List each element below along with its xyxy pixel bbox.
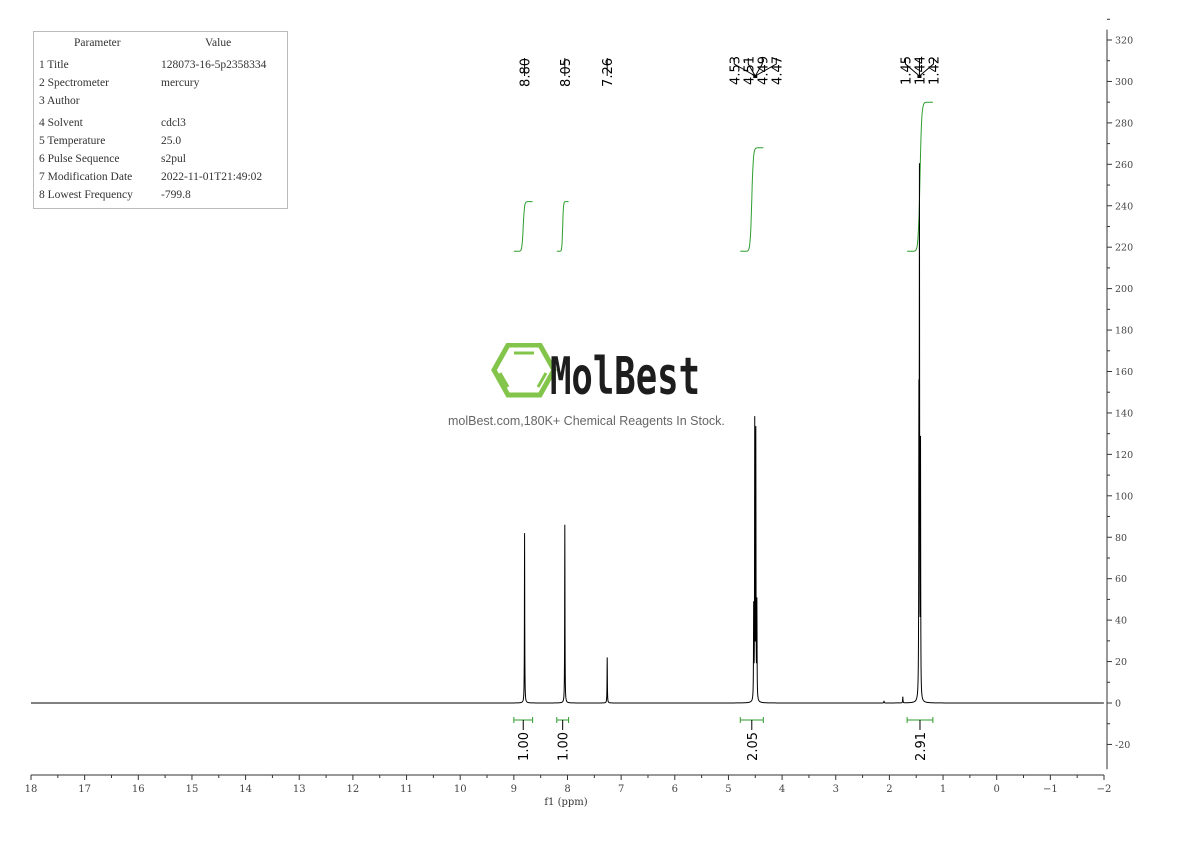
x-tick-label: 12 <box>347 784 360 795</box>
integral-curve <box>556 201 569 252</box>
y-tick-label: 80 <box>1115 533 1127 544</box>
x-tick-label: −1 <box>1043 784 1058 795</box>
x-tick-label: 2 <box>886 784 892 795</box>
peak-label: 1.45 <box>899 56 914 85</box>
spectrum-line <box>31 163 1104 704</box>
x-tick-label: 9 <box>511 784 517 795</box>
y-tick-label: 160 <box>1115 367 1133 378</box>
parameter-value: 25.0 <box>161 135 182 147</box>
integral-value: 2.05 <box>746 732 761 761</box>
peak-label: 4.53 <box>728 56 743 85</box>
parameter-value: mercury <box>161 77 200 89</box>
peak-label: 4.51 <box>742 56 757 85</box>
x-tick-label: 4 <box>779 784 785 795</box>
x-tick-label: 16 <box>132 784 145 795</box>
parameter-name: 8 Lowest Frequency <box>39 189 133 201</box>
integral-curve <box>907 101 933 252</box>
svg-text:MolBest: MolBest <box>550 347 700 399</box>
parameter-name: 2 Spectrometer <box>39 77 109 89</box>
peak-label-connector <box>747 58 756 77</box>
parameter-name: 1 Title <box>39 59 69 71</box>
integral-curve <box>740 147 764 252</box>
parameter-value: 2022-11-01T21:49:02 <box>161 171 263 183</box>
parameter-value: s2pul <box>161 153 186 165</box>
x-tick-label: 10 <box>454 784 467 795</box>
axes: 18 17 16 15 14 13 12 11 10 9 8 7 6 5 4 3 2 1 0 −1 −2-2002040… <box>25 18 1133 795</box>
peak-label-connector <box>904 58 920 77</box>
parameter-table: Parameter Value 1 Title 128073-16-5p23583… <box>33 31 288 209</box>
x-tick-label: 18 <box>25 784 38 795</box>
parameter-name: 5 Temperature <box>39 135 106 147</box>
parameter-value: 128073-16-5p2358334 <box>161 59 267 71</box>
y-tick-label: 240 <box>1115 201 1133 212</box>
parameter-name: 3 Author <box>39 95 80 107</box>
x-tick-label: 13 <box>293 784 306 795</box>
molbest-logo: MolBest <box>491 343 700 399</box>
y-tick-label: 300 <box>1115 77 1133 88</box>
y-tick-label: 0 <box>1115 699 1121 710</box>
y-tick-label: 100 <box>1115 491 1133 502</box>
y-tick-label: 60 <box>1115 574 1127 585</box>
parameter-value: -799.8 <box>161 189 191 201</box>
peak-label: 8.80 <box>519 58 534 87</box>
parameter-value: cdcl3 <box>161 117 186 129</box>
multiplet-marker <box>917 75 922 78</box>
x-tick-label: 3 <box>833 784 839 795</box>
parameter-header: Parameter <box>74 37 121 49</box>
peak-labels: 8.80 8.05 7.26 4.53 4.51 4.49 4.47 1.45 1.44 1.42 <box>519 56 943 87</box>
integral-value: 1.00 <box>517 732 532 761</box>
peak-label: 1.42 <box>927 56 942 85</box>
parameter-name: 6 Pulse Sequence <box>39 153 120 165</box>
y-tick-label: 320 <box>1115 36 1133 47</box>
peak-label: 8.05 <box>559 58 574 87</box>
y-tick-label: 200 <box>1115 284 1133 295</box>
peak-label: 4.47 <box>770 56 785 85</box>
peak-label: 1.44 <box>913 56 928 85</box>
y-tick-label: 120 <box>1115 450 1133 461</box>
integral-curve <box>513 201 533 252</box>
x-tick-label: 6 <box>672 784 678 795</box>
watermark-tagline: molBest.com,180K+ Chemical Reagents In S… <box>448 414 725 428</box>
peak-label: 4.49 <box>756 56 771 85</box>
x-tick-label: 14 <box>239 784 252 795</box>
y-tick-label: 180 <box>1115 326 1133 337</box>
y-tick-label: 140 <box>1115 408 1133 419</box>
y-tick-label: 280 <box>1115 118 1133 129</box>
peak-label-connector <box>919 58 934 77</box>
integral-value: 2.91 <box>914 732 929 761</box>
y-tick-label: 20 <box>1115 657 1127 668</box>
y-tick-label: 40 <box>1115 616 1127 627</box>
peak-label-connector <box>754 58 763 77</box>
x-axis-label: f1 (ppm) <box>544 797 587 808</box>
integrals: 1.00 1.00 2.05 2.91 <box>513 101 934 761</box>
y-tick-label: -20 <box>1115 740 1130 751</box>
parameter-name: 4 Solvent <box>39 117 83 129</box>
integral-value: 1.00 <box>557 732 572 761</box>
x-tick-label: 5 <box>725 784 731 795</box>
multiplet-marker <box>753 75 758 78</box>
y-tick-label: 260 <box>1115 160 1133 171</box>
x-tick-label: 17 <box>78 784 91 795</box>
x-tick-label: −2 <box>1097 784 1112 795</box>
x-tick-label: 11 <box>400 784 413 795</box>
x-tick-label: 0 <box>994 784 1000 795</box>
x-tick-label: 1 <box>940 784 946 795</box>
y-tick-label: 220 <box>1115 243 1133 254</box>
x-tick-label: 15 <box>186 784 199 795</box>
peak-label-connector <box>755 58 777 77</box>
peak-label-connector <box>733 58 756 77</box>
value-header: Value <box>205 37 232 49</box>
x-tick-label: 7 <box>618 784 624 795</box>
parameter-name: 7 Modification Date <box>39 171 133 183</box>
x-tick-label: 8 <box>564 784 570 795</box>
peak-label: 7.26 <box>601 58 616 87</box>
